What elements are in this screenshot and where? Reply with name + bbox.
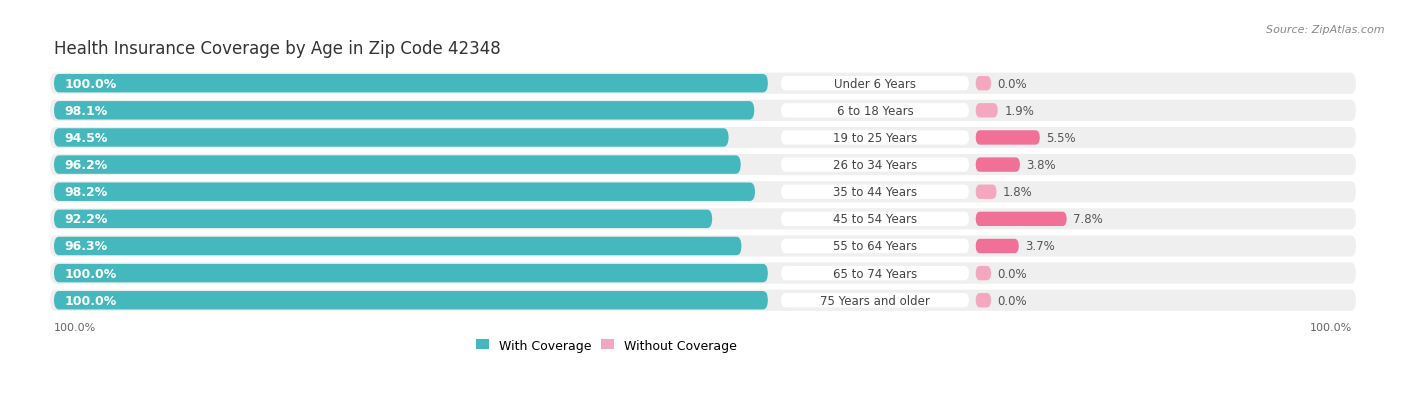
Text: 100.0%: 100.0%	[65, 267, 117, 280]
FancyBboxPatch shape	[976, 293, 991, 308]
FancyBboxPatch shape	[780, 212, 969, 226]
FancyBboxPatch shape	[976, 239, 1019, 254]
FancyBboxPatch shape	[976, 185, 997, 199]
Text: 100.0%: 100.0%	[65, 78, 117, 90]
FancyBboxPatch shape	[53, 129, 728, 147]
Text: 3.8%: 3.8%	[1026, 159, 1056, 172]
FancyBboxPatch shape	[53, 102, 755, 120]
Text: 100.0%: 100.0%	[53, 323, 96, 333]
Text: 26 to 34 Years: 26 to 34 Years	[832, 159, 917, 172]
FancyBboxPatch shape	[51, 263, 1355, 284]
FancyBboxPatch shape	[51, 182, 1355, 203]
Text: 3.7%: 3.7%	[1025, 240, 1054, 253]
Text: Health Insurance Coverage by Age in Zip Code 42348: Health Insurance Coverage by Age in Zip …	[53, 40, 501, 58]
FancyBboxPatch shape	[780, 239, 969, 254]
FancyBboxPatch shape	[780, 104, 969, 118]
FancyBboxPatch shape	[780, 77, 969, 91]
FancyBboxPatch shape	[51, 290, 1355, 311]
Text: 100.0%: 100.0%	[1310, 323, 1353, 333]
Text: 35 to 44 Years: 35 to 44 Years	[832, 186, 917, 199]
FancyBboxPatch shape	[780, 293, 969, 308]
Text: 45 to 54 Years: 45 to 54 Years	[832, 213, 917, 226]
FancyBboxPatch shape	[51, 236, 1355, 257]
FancyBboxPatch shape	[976, 77, 991, 91]
FancyBboxPatch shape	[976, 104, 998, 118]
FancyBboxPatch shape	[976, 266, 991, 281]
FancyBboxPatch shape	[53, 75, 768, 93]
FancyBboxPatch shape	[53, 183, 755, 202]
Legend: With Coverage, Without Coverage: With Coverage, Without Coverage	[471, 334, 742, 357]
Text: 1.9%: 1.9%	[1004, 104, 1035, 118]
Text: 65 to 74 Years: 65 to 74 Years	[832, 267, 917, 280]
Text: 94.5%: 94.5%	[65, 132, 108, 145]
FancyBboxPatch shape	[53, 210, 713, 228]
Text: 55 to 64 Years: 55 to 64 Years	[832, 240, 917, 253]
FancyBboxPatch shape	[53, 237, 741, 256]
Text: 100.0%: 100.0%	[65, 294, 117, 307]
Text: 0.0%: 0.0%	[998, 78, 1028, 90]
Text: 6 to 18 Years: 6 to 18 Years	[837, 104, 914, 118]
Text: Under 6 Years: Under 6 Years	[834, 78, 915, 90]
Text: 19 to 25 Years: 19 to 25 Years	[832, 132, 917, 145]
FancyBboxPatch shape	[51, 209, 1355, 230]
Text: 98.2%: 98.2%	[65, 186, 108, 199]
Text: 0.0%: 0.0%	[998, 267, 1028, 280]
FancyBboxPatch shape	[976, 131, 1040, 145]
Text: 96.3%: 96.3%	[65, 240, 107, 253]
Text: 96.2%: 96.2%	[65, 159, 108, 172]
Text: Source: ZipAtlas.com: Source: ZipAtlas.com	[1267, 25, 1385, 35]
Text: 98.1%: 98.1%	[65, 104, 108, 118]
Text: 92.2%: 92.2%	[65, 213, 108, 226]
FancyBboxPatch shape	[780, 266, 969, 281]
Text: 7.8%: 7.8%	[1073, 213, 1102, 226]
FancyBboxPatch shape	[53, 291, 768, 310]
FancyBboxPatch shape	[780, 185, 969, 199]
FancyBboxPatch shape	[780, 158, 969, 172]
Text: 1.8%: 1.8%	[1002, 186, 1033, 199]
FancyBboxPatch shape	[780, 131, 969, 145]
FancyBboxPatch shape	[51, 100, 1355, 121]
FancyBboxPatch shape	[976, 212, 1067, 226]
FancyBboxPatch shape	[53, 156, 741, 174]
Text: 5.5%: 5.5%	[1046, 132, 1076, 145]
FancyBboxPatch shape	[53, 264, 768, 282]
FancyBboxPatch shape	[51, 74, 1355, 95]
Text: 75 Years and older: 75 Years and older	[820, 294, 929, 307]
FancyBboxPatch shape	[51, 128, 1355, 149]
FancyBboxPatch shape	[976, 158, 1019, 172]
Text: 0.0%: 0.0%	[998, 294, 1028, 307]
FancyBboxPatch shape	[51, 154, 1355, 176]
